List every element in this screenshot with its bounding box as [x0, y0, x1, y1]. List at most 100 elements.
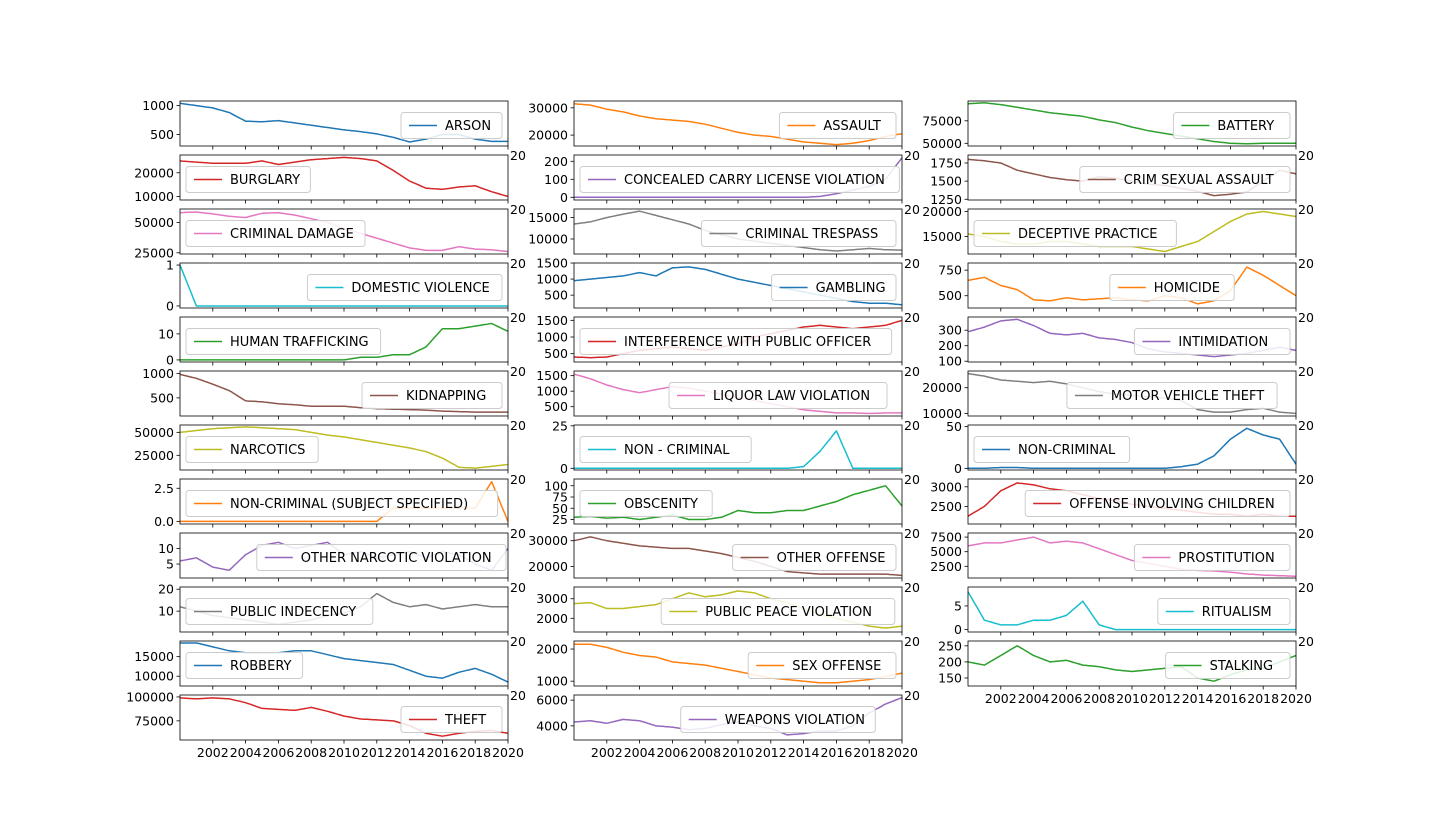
y-tick-label: 10000	[134, 669, 174, 684]
x-tick-label-clipped: 20	[904, 202, 920, 217]
legend-crim-sexual-assault: CRIM SEXUAL ASSAULT	[1079, 166, 1291, 193]
y-tick-label: 1500	[536, 313, 568, 328]
y-tick-label: 100	[938, 354, 962, 369]
series-line-ritualism	[967, 591, 1296, 631]
x-tick-label-clipped: 20	[510, 310, 526, 325]
legend-assault: ASSAULT	[778, 112, 897, 139]
y-tick-label: 50	[946, 419, 962, 434]
series-line-narcotics	[179, 426, 509, 469]
y-tick-label: 25	[552, 418, 568, 433]
subplot-narcotics: 25000 50000 NARCOTICS	[134, 424, 509, 474]
y-tick-label: 1000	[142, 98, 174, 113]
legend-label: CRIM SEXUAL ASSAULT	[1124, 173, 1274, 188]
x-tick-label: 2008	[1083, 691, 1115, 706]
y-tick-label: 5	[166, 557, 174, 572]
x-tick-label-clipped: 20	[510, 580, 526, 595]
series-line-sex-offense	[574, 643, 903, 684]
legend-label: DOMESTIC VIOLENCE	[351, 281, 489, 296]
legend-label: ROBBERY	[230, 659, 292, 674]
x-tick-label: 2016	[1214, 691, 1246, 706]
x-tick-label-clipped: 20	[1298, 472, 1314, 487]
x-tick-label: 2008	[689, 745, 721, 760]
x-tick-label: 2014	[1182, 691, 1214, 706]
y-tick-label: 200	[938, 338, 962, 353]
y-tick-label: 200	[544, 154, 568, 169]
subplot-motor-vehicle-theft: 10000 20000 MOTOR VEHICLE THEFT	[922, 370, 1297, 421]
subplot-sex-offense: 1000 2000 SEX OFFENSE	[536, 640, 903, 690]
y-tick-label: 1000	[536, 384, 568, 399]
x-tick-label: 2006	[656, 745, 688, 760]
legend-label: KIDNAPPING	[406, 389, 486, 404]
legend-label: OTHER NARCOTIC VIOLATION	[301, 551, 492, 566]
x-tick-label: 2010	[722, 745, 754, 760]
legend-label: HOMICIDE	[1154, 281, 1220, 296]
legend-label: OTHER OFFENSE	[777, 551, 886, 566]
series-line-battery	[967, 102, 1296, 145]
x-tick-label: 2018	[853, 745, 885, 760]
series-line-robbery	[180, 642, 509, 683]
y-tick-label: 15000	[922, 229, 962, 244]
y-tick-label: 30000	[528, 533, 568, 548]
subplot-burglary: 10000 20000 BURGLARY	[134, 154, 509, 204]
y-tick-label: 30000	[528, 100, 568, 115]
subplot-assault: 20000 30000 ASSAULT	[528, 100, 903, 150]
y-tick-label: 0	[954, 622, 962, 637]
subplot-non-criminal-subject-specified: 0.0 2.5 NON-CRIMINAL (SUBJECT SPECIFIED)	[154, 478, 509, 529]
y-tick-label: 25	[552, 512, 568, 527]
y-tick-label: 10000	[922, 406, 962, 421]
y-tick-label: 2000	[536, 611, 568, 626]
legend-burglary: BURGLARY	[185, 166, 311, 193]
series-line-non-criminal	[968, 427, 1297, 470]
x-tick-label-clipped: 20	[904, 256, 920, 271]
x-tick-label-clipped: 20	[1298, 580, 1314, 595]
x-tick-label: 2020	[492, 745, 524, 760]
subplot-robbery: 10000 15000 ROBBERY	[134, 640, 509, 690]
y-tick-label: 500	[544, 346, 568, 361]
legend-public-indecency: PUBLIC INDECENCY	[185, 598, 374, 625]
y-tick-label: 15000	[528, 210, 568, 225]
x-tick-label: 2006	[1050, 691, 1082, 706]
legend-box	[778, 112, 897, 139]
y-tick-label: 50000	[134, 215, 174, 230]
x-tick-label: 2018	[1247, 691, 1279, 706]
legend-kidnapping: KIDNAPPING	[361, 382, 503, 409]
subplot-concealed-carry-license-violation: 0 100 200 CONCEALED CARRY LICENSE VIOLATION	[544, 154, 903, 205]
legend-box	[1109, 274, 1235, 301]
legend-box	[579, 490, 713, 517]
y-tick-label: 750	[938, 263, 962, 278]
legend-label: STALKING	[1210, 659, 1273, 674]
x-tick-label: 2012	[755, 745, 787, 760]
legend-non-criminal-subject-specified: NON-CRIMINAL (SUBJECT SPECIFIED)	[185, 490, 499, 517]
y-tick-label: 2000	[536, 642, 568, 657]
legend-box	[185, 220, 366, 247]
y-tick-label: 20000	[528, 559, 568, 574]
y-tick-label: 100	[544, 478, 568, 493]
legend-box	[771, 274, 897, 301]
y-tick-label: 0	[166, 298, 174, 313]
subplot-domestic-violence: 0 1 DOMESTIC VIOLENCE	[166, 258, 509, 313]
legend-label: NON-CRIMINAL	[1018, 443, 1116, 458]
subplot-arson: 500 1000 ARSON	[142, 98, 509, 150]
legend-box	[579, 166, 900, 193]
x-tick-label-clipped: 20	[904, 580, 920, 595]
legend-label: NARCOTICS	[230, 443, 305, 458]
legend-concealed-carry-license-violation: CONCEALED CARRY LICENSE VIOLATION	[579, 166, 900, 193]
y-tick-label: 7500	[930, 530, 962, 545]
subplot-criminal-trespass: 10000 15000 CRIMINAL TRESPASS	[528, 208, 903, 258]
legend-label: LIQUOR LAW VIOLATION	[713, 389, 870, 404]
legend-other-offense: OTHER OFFENSE	[732, 544, 897, 571]
y-tick-label: 0	[954, 461, 962, 476]
x-tick-label-clipped: 20	[510, 256, 526, 271]
legend-prostitution: PROSTITUTION	[1133, 544, 1291, 571]
legend-label: NON-CRIMINAL (SUBJECT SPECIFIED)	[230, 497, 468, 512]
series-line-prostitution	[967, 536, 1296, 577]
subplot-crim-sexual-assault: 1250 1500 1750 CRIM SEXUAL ASSAULT	[930, 154, 1297, 207]
legend-theft: THEFT	[400, 706, 503, 733]
legend-offense-involving-children: OFFENSE INVOLVING CHILDREN	[1024, 490, 1291, 517]
legend-liquor-law-violation: LIQUOR LAW VIOLATION	[668, 382, 888, 409]
x-tick-label-clipped: 20	[1298, 526, 1314, 541]
